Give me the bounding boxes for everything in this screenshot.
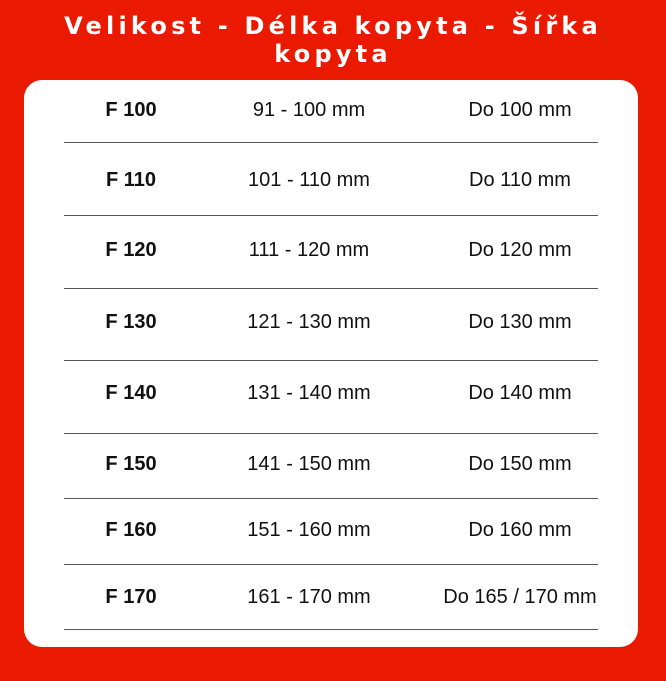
length-cell: 101 - 110 mm: [248, 169, 370, 191]
size-cell: F 140: [105, 382, 157, 404]
width-cell: Do 120 mm: [468, 239, 572, 261]
length-cell: 161 - 170 mm: [247, 586, 371, 608]
size-cell: F 160: [105, 519, 157, 541]
length-cell: 141 - 150 mm: [247, 453, 371, 475]
width-cell: Do 165 / 170 mm: [443, 586, 597, 608]
page-title: Velikost - Délka kopyta - Šířka kopyta: [64, 12, 602, 68]
size-cell: F 150: [105, 453, 157, 475]
row-divider: [64, 288, 598, 289]
width-cell: Do 140 mm: [468, 382, 572, 404]
size-cell: F 130: [105, 311, 157, 333]
table-row: F 160 151 - 160 mm Do 160 mm: [24, 515, 638, 545]
size-table: F 100 91 - 100 mm Do 100 mm F 110 101 - 110 …: [24, 80, 638, 647]
width-cell: Do 160 mm: [468, 519, 572, 541]
row-divider: [64, 564, 598, 565]
width-cell: Do 110 mm: [469, 169, 571, 191]
size-cell: F 170: [105, 586, 157, 608]
table-row: F 150 141 - 150 mm Do 150 mm: [24, 449, 638, 479]
row-divider: [64, 360, 598, 361]
length-cell: 111 - 120 mm: [248, 239, 370, 261]
table-row: F 130 121 - 130 mm Do 130 mm: [24, 307, 638, 337]
size-cell: F 120: [105, 239, 157, 261]
width-cell: Do 150 mm: [468, 453, 572, 475]
size-cell: F 100: [105, 99, 157, 121]
length-cell: 121 - 130 mm: [247, 311, 371, 333]
table-row: F 110 101 - 110 mm Do 110 mm: [24, 165, 638, 195]
table-row: F 120 111 - 120 mm Do 120 mm: [24, 235, 638, 265]
size-cell: F 110: [105, 169, 157, 191]
row-divider: [64, 215, 598, 216]
length-cell: 151 - 160 mm: [247, 519, 371, 541]
length-cell: 131 - 140 mm: [247, 382, 371, 404]
row-divider: [64, 629, 598, 630]
table-row: F 170 161 - 170 mm Do 165 / 170 mm: [24, 582, 638, 612]
length-cell: 91 - 100 mm: [252, 99, 366, 121]
row-divider: [64, 433, 598, 434]
row-divider: [64, 142, 598, 143]
table-row: F 100 91 - 100 mm Do 100 mm: [24, 95, 638, 125]
table-row: F 140 131 - 140 mm Do 140 mm: [24, 378, 638, 408]
width-cell: Do 130 mm: [468, 311, 572, 333]
row-divider: [64, 498, 598, 499]
width-cell: Do 100 mm: [468, 99, 572, 121]
